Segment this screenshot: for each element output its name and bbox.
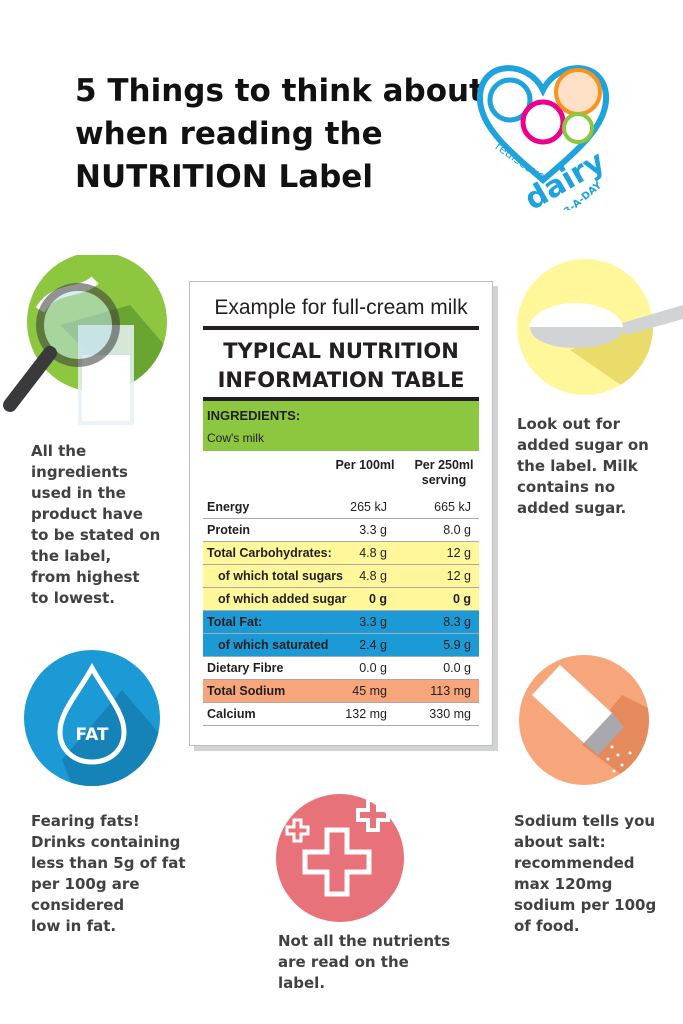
title-line-1: 5 Things to think about: [75, 73, 484, 109]
fat-drop-icon: FAT: [22, 650, 170, 790]
title-line-3: NUTRITION Label: [75, 159, 373, 195]
table-row-total-sugars: of which total sugars 4.8 g 12 g: [203, 565, 479, 588]
table-row-added-sugar: of which added sugar 0 g 0 g: [203, 588, 479, 611]
table-row-protein: Protein 3.3 g 8.0 g: [203, 519, 479, 542]
table-row-saturated-fat: of which saturated 2.4 g 5.9 g: [203, 634, 479, 657]
tip-fat: Fearing fats! Drinks containing less tha…: [31, 812, 186, 935]
tip-sugar: Look out for added sugar on the label. M…: [517, 415, 649, 517]
nutrients-plus-icon: [275, 790, 410, 925]
logo-circle-blue: [487, 77, 533, 123]
ingredients-heading: INGREDIENTS:: [207, 408, 301, 423]
table-divider-bottom: [203, 397, 479, 401]
tip-sodium: Sodium tells you about salt: recommended…: [514, 812, 657, 935]
rediscover-dairy-logo: rediscover dairy 3-A-DAY: [468, 50, 618, 218]
table-row-calcium: Calcium 132 mg 330 mg: [203, 703, 479, 726]
title-line-2: when reading the: [75, 116, 383, 152]
table-divider-top: [203, 326, 479, 330]
salt-shaker-icon: [512, 655, 662, 795]
table-row-total-sodium: Total Sodium 45 mg 113 mg: [203, 680, 479, 703]
nutrition-rows: Energy 265 kJ 665 kJ Protein 3.3 g 8.0 g…: [203, 496, 479, 726]
table-row-energy: Energy 265 kJ 665 kJ: [203, 496, 479, 519]
logo-circle-green: [562, 112, 594, 144]
table-row-dietary-fibre: Dietary Fibre 0.0 g 0.0 g: [203, 657, 479, 680]
tip-nutrients: Not all the nutrients are read on the la…: [278, 932, 451, 992]
ingredients-value: Cow's milk: [207, 431, 264, 445]
table-row-total-carbohydrates: Total Carbohydrates: 4.8 g 12 g: [203, 542, 479, 565]
tip-ingredients: All the ingredients used in the product …: [31, 442, 161, 607]
sugar-spoon-icon: [510, 255, 683, 405]
fat-icon-label: FAT: [75, 725, 108, 745]
column-header-per-250ml: Per 250ml serving: [414, 458, 474, 487]
logo-heart-outline: [476, 65, 610, 184]
table-title: TYPICAL NUTRITION INFORMATION TABLE: [217, 339, 465, 392]
page-title: 5 Things to think about when reading the…: [75, 70, 484, 199]
ingredients-band: INGREDIENTS: Cow's milk: [203, 401, 479, 451]
nutrition-table-card: Example for full-cream milk TYPICAL NUTR…: [189, 281, 493, 746]
column-header-per-100ml: Per 100ml: [335, 458, 395, 472]
table-row-total-fat: Total Fat: 3.3 g 8.3 g: [203, 611, 479, 634]
logo-circle-pink: [520, 99, 566, 145]
table-subtitle: Example for full-cream milk: [214, 296, 468, 319]
magnifier-milk-glass-icon: [0, 255, 170, 425]
logo-circle-orange: [554, 68, 602, 116]
